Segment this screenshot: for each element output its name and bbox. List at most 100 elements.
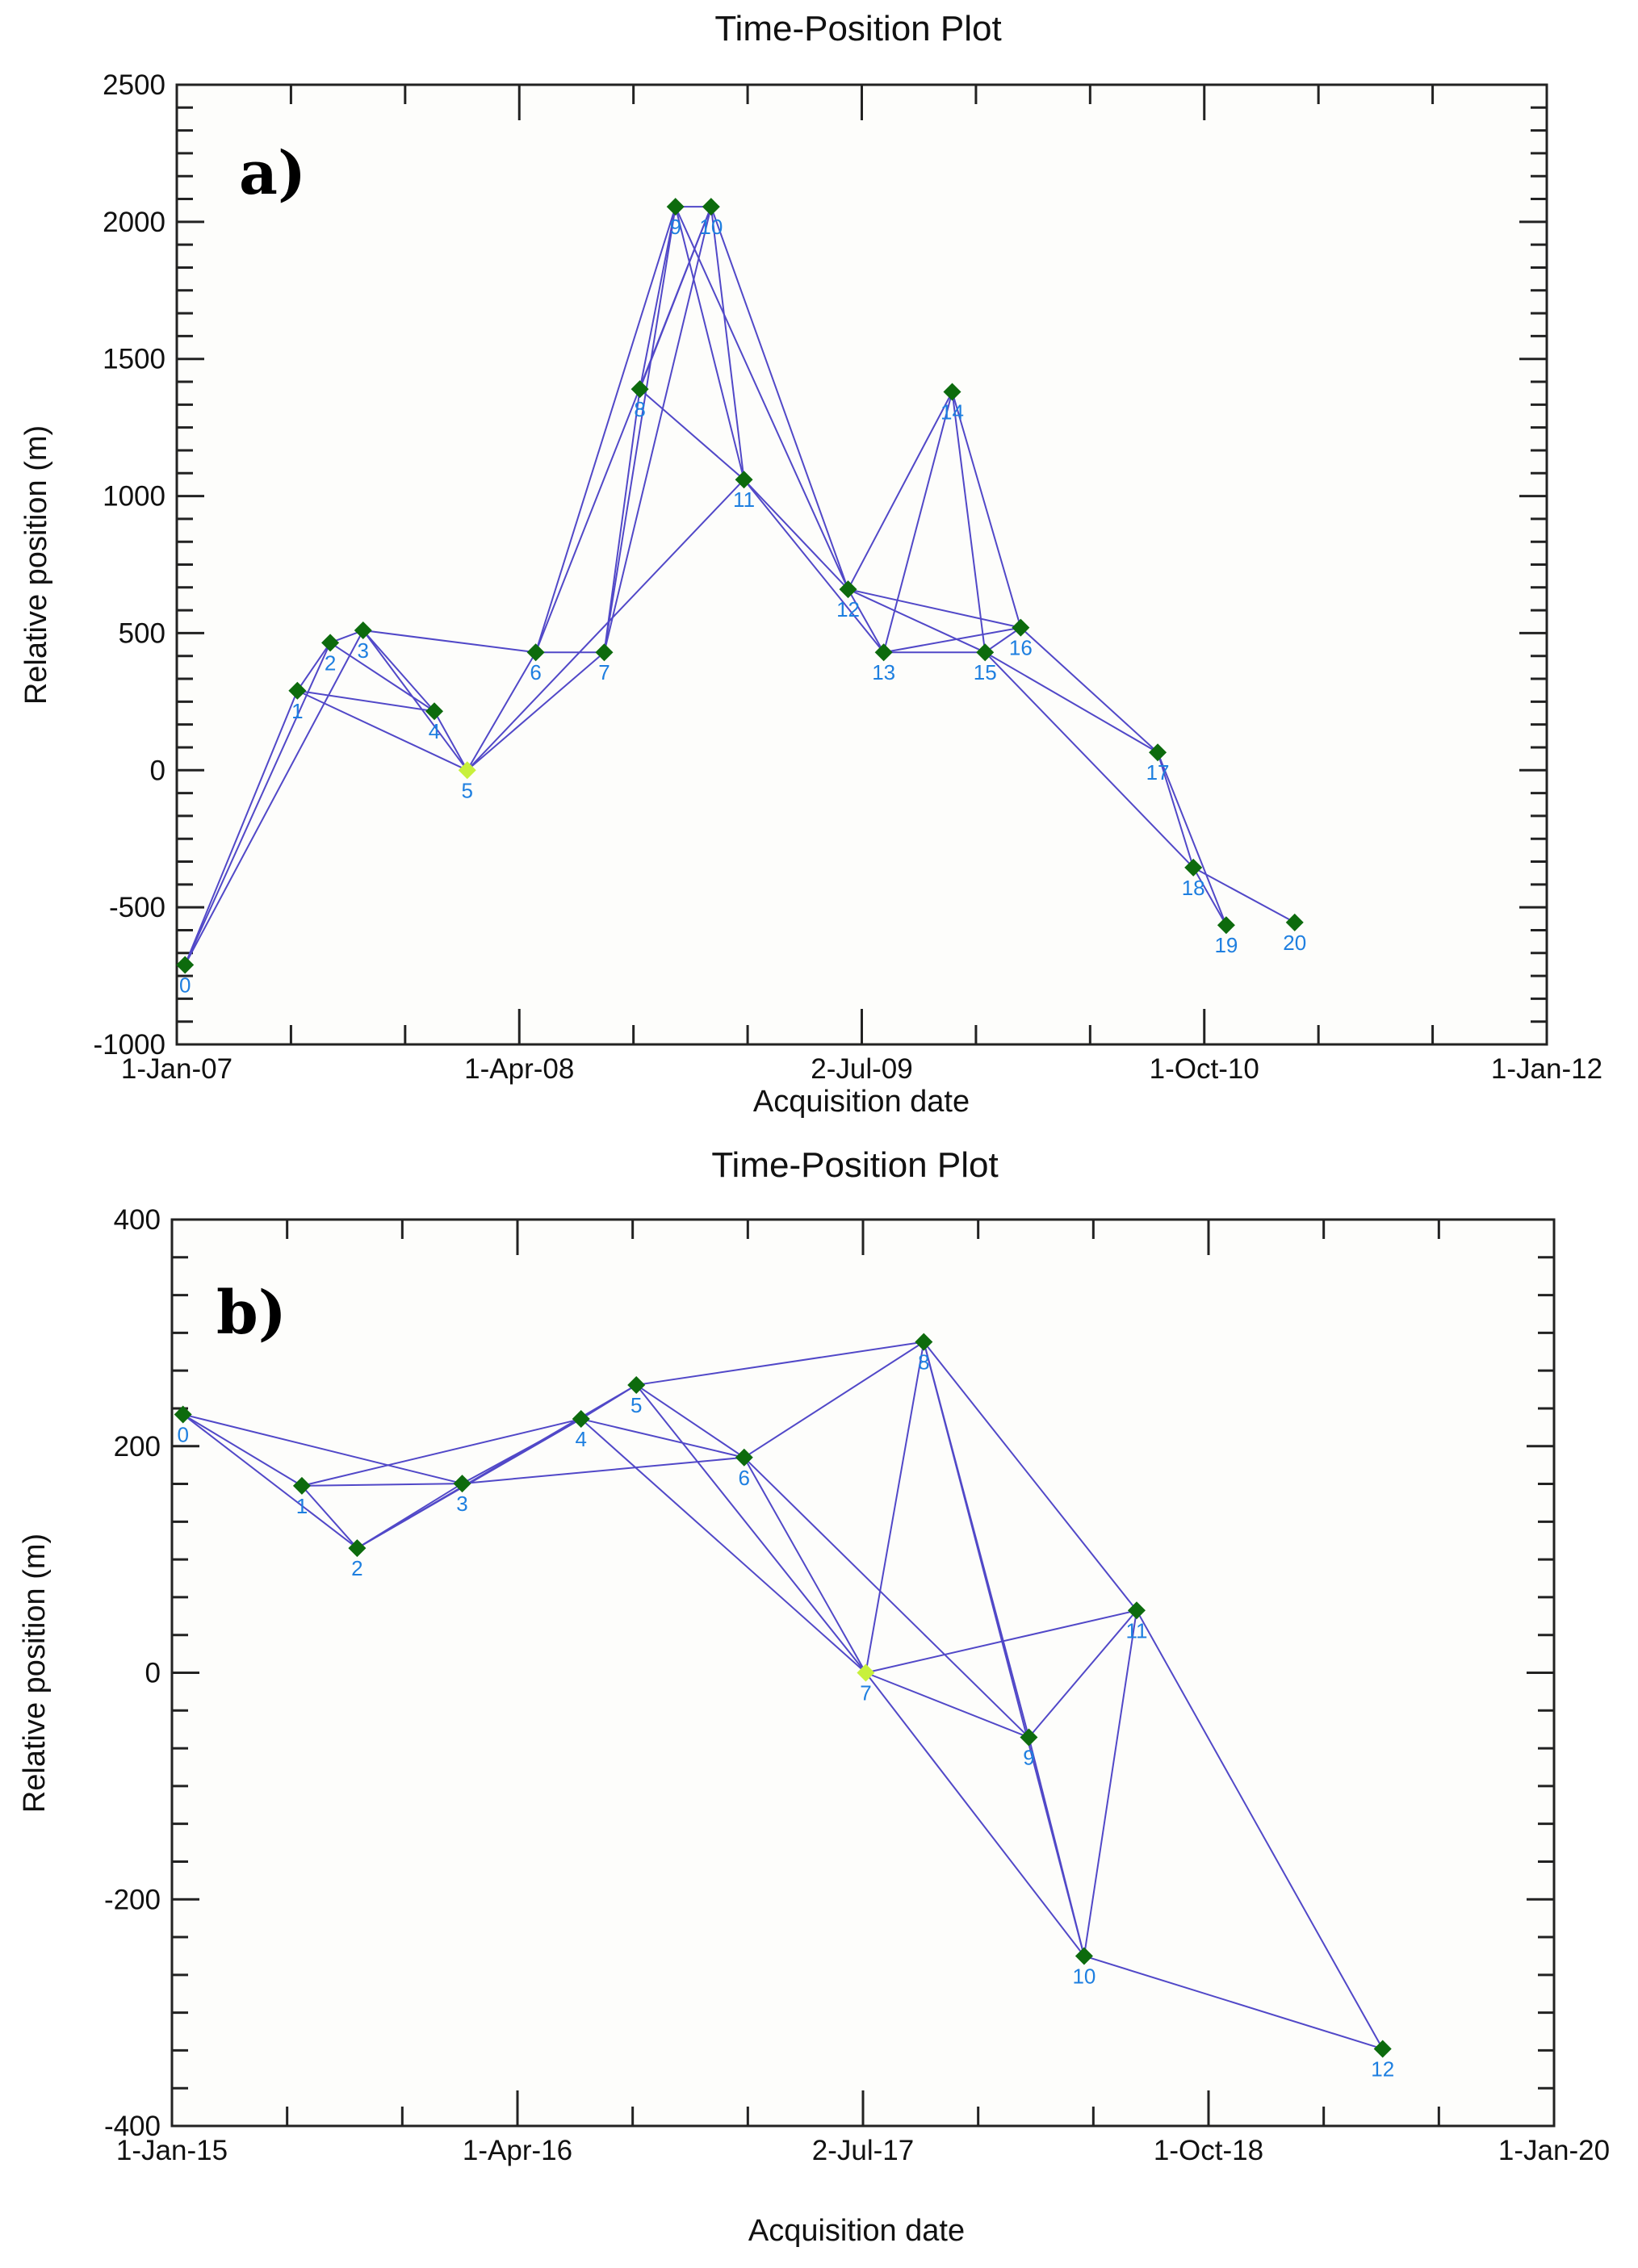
baseline-edge: [1028, 1737, 1085, 1956]
point-label: 18: [1182, 876, 1205, 900]
baseline-edge: [534, 206, 677, 653]
y-tick-label: -1000: [93, 1029, 165, 1061]
acquisition-point-marker: [348, 1539, 367, 1558]
acquisition-point-marker: [1127, 1601, 1146, 1620]
baseline-edge: [184, 630, 364, 965]
axis-ticks: [175, 83, 1548, 1046]
x-tick-label: 1-Jan-15: [116, 2135, 228, 2166]
acquisition-point-marker: [915, 1333, 933, 1351]
acquisition-point-marker: [839, 580, 857, 599]
y-tick-label: -500: [109, 892, 165, 923]
baseline-edge: [710, 206, 849, 590]
y-tick-label: 1000: [103, 481, 165, 513]
baseline-edge: [639, 206, 712, 390]
acquisition-point-marker: [666, 198, 685, 216]
point-label: 8: [634, 397, 645, 421]
point-label: 4: [429, 719, 440, 743]
baseline-edge: [1157, 751, 1227, 926]
baseline-edge: [984, 651, 1194, 868]
baseline-edge: [467, 479, 745, 771]
baseline-edge: [951, 391, 987, 653]
baseline-edge: [743, 479, 849, 590]
baseline-edge: [1192, 867, 1296, 923]
acquisition-point-marker: [702, 198, 720, 216]
baseline-edge: [639, 206, 677, 390]
baseline-edge: [951, 391, 1022, 628]
baseline-edge: [301, 1418, 581, 1487]
point-label: 1: [296, 1494, 308, 1518]
baseline-edge: [743, 1457, 867, 1673]
baseline-edge: [434, 710, 468, 771]
point-label: 0: [179, 973, 191, 997]
point-label: 5: [630, 1393, 642, 1417]
acquisition-point-marker: [874, 643, 893, 662]
point-label: 3: [456, 1492, 467, 1516]
acquisition-point-marker: [735, 471, 753, 489]
baseline-edge: [923, 1341, 1137, 1611]
baseline-edge: [1157, 751, 1195, 868]
x-tick-label: 1-Oct-18: [1154, 2135, 1263, 2166]
baseline-edge: [301, 1485, 358, 1549]
acquisition-point-marker: [1012, 618, 1030, 637]
point-label: 14: [940, 400, 964, 424]
acquisition-point-marker: [425, 702, 444, 721]
baseline-edge: [882, 391, 953, 653]
y-tick-label: 0: [150, 755, 165, 786]
baseline-edge: [1192, 867, 1227, 926]
y-tick-label: 500: [119, 617, 165, 649]
baseline-edge: [639, 388, 745, 480]
x-tick-label: 1-Apr-16: [463, 2135, 572, 2166]
baseline-edges: [182, 1341, 1384, 2050]
acquisition-point-marker: [627, 1375, 646, 1394]
acquisition-point-marker: [174, 1405, 192, 1424]
acquisition-point-marker: [1285, 913, 1304, 931]
point-label: 2: [325, 651, 336, 675]
point-label: 13: [872, 660, 895, 684]
point-label: 12: [836, 597, 860, 621]
acquisition-point-marker: [1149, 743, 1167, 762]
point-label: 2: [351, 1556, 362, 1580]
baseline-edge: [710, 207, 745, 480]
baseline-edge: [184, 642, 331, 965]
y-tick-label: 400: [114, 1204, 161, 1236]
baseline-edge: [301, 1483, 463, 1487]
point-label: 0: [177, 1422, 188, 1446]
baseline-edge: [883, 626, 1021, 654]
point-label: 11: [1125, 1618, 1147, 1642]
point-label: 10: [699, 215, 723, 239]
acquisition-point-marker: [321, 634, 340, 652]
point-label: 3: [358, 638, 369, 663]
point-label: 12: [1371, 2057, 1394, 2082]
point-label: 15: [974, 660, 997, 684]
y-tick-labels: -1000 -500 0 500 1000 1500 2000 2500: [93, 69, 165, 1061]
baseline-edge: [297, 689, 435, 713]
baseline-edge: [865, 1672, 1029, 1739]
x-tick-label: 1-Oct-10: [1150, 1053, 1259, 1085]
baseline-edge: [603, 388, 641, 653]
baseline-edge: [1028, 1609, 1137, 1739]
baseline-edge: [580, 1418, 867, 1674]
baseline-edge: [984, 651, 1158, 754]
baseline-edge: [362, 630, 536, 654]
baseline-edge: [603, 207, 677, 653]
y-tick-label: 0: [145, 1658, 161, 1689]
point-label: 9: [1023, 1746, 1034, 1770]
baseline-edge: [182, 1413, 358, 1549]
chart-title: Time-Position Plot: [714, 9, 1001, 48]
acquisition-point-marker: [1373, 2040, 1392, 2058]
x-tick-label: 1-Jan-12: [1491, 1053, 1602, 1085]
chart-title: Time-Position Plot: [711, 1145, 998, 1185]
acquisition-point-marker: [630, 380, 649, 399]
x-tick-labels: 1-Jan-15 1-Apr-16 2-Jul-17 1-Oct-18 1-Jan-20: [116, 2135, 1610, 2166]
baseline-edge: [847, 588, 885, 653]
baseline-edge: [603, 206, 712, 653]
baseline-edge: [847, 391, 953, 590]
y-axis-label: Relative position (m): [18, 1534, 52, 1813]
baseline-edge: [743, 479, 885, 653]
x-tick-label: 1-Apr-08: [464, 1053, 574, 1085]
baseline-edge: [362, 630, 435, 712]
